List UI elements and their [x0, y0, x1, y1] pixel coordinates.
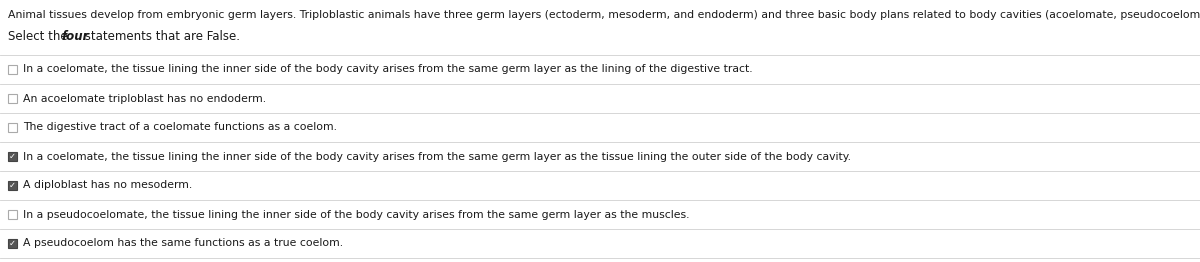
Text: An acoelomate triploblast has no endoderm.: An acoelomate triploblast has no endoder… [23, 94, 266, 103]
Text: ✓: ✓ [10, 181, 16, 190]
Bar [8, 152, 17, 161]
Text: Select the: Select the [8, 30, 71, 43]
Bar [8, 210, 17, 219]
Text: ✓: ✓ [10, 239, 16, 248]
Text: In a coelomate, the tissue lining the inner side of the body cavity arises from : In a coelomate, the tissue lining the in… [23, 151, 851, 161]
Text: four: four [61, 30, 89, 43]
Text: In a coelomate, the tissue lining the inner side of the body cavity arises from : In a coelomate, the tissue lining the in… [23, 64, 752, 74]
Text: In a pseudocoelomate, the tissue lining the inner side of the body cavity arises: In a pseudocoelomate, the tissue lining … [23, 210, 690, 220]
Text: A diploblast has no mesoderm.: A diploblast has no mesoderm. [23, 181, 192, 190]
Text: Animal tissues develop from embryonic germ layers. Triploblastic animals have th: Animal tissues develop from embryonic ge… [8, 10, 1200, 20]
Bar [8, 123, 17, 132]
Bar [8, 65, 17, 74]
Text: A pseudocoelom has the same functions as a true coelom.: A pseudocoelom has the same functions as… [23, 238, 343, 248]
Text: statements that are False.: statements that are False. [82, 30, 240, 43]
Bar [8, 239, 17, 248]
Text: ✓: ✓ [10, 152, 16, 161]
Bar [8, 181, 17, 190]
Bar [8, 94, 17, 103]
Text: The digestive tract of a coelomate functions as a coelom.: The digestive tract of a coelomate funct… [23, 123, 337, 133]
